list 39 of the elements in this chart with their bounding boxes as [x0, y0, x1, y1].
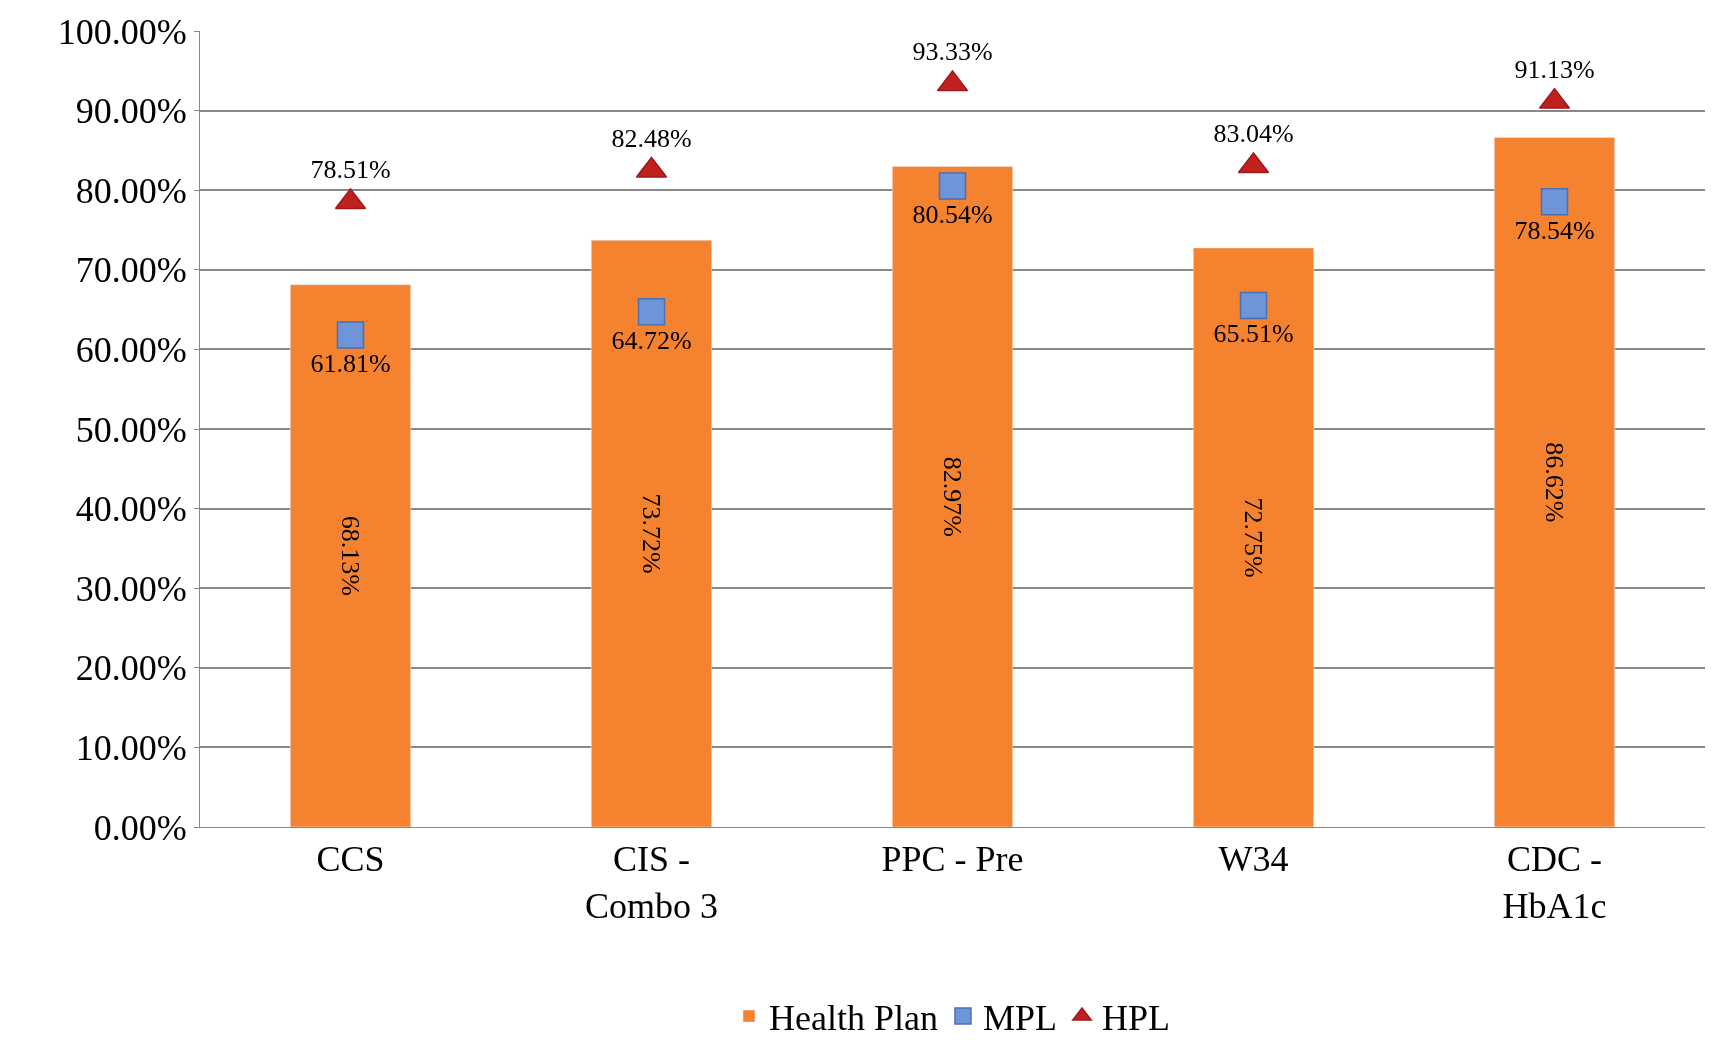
bar	[290, 284, 411, 827]
data-label: 78.54%	[1514, 215, 1595, 245]
data-label: 83.04%	[1213, 119, 1294, 149]
y-tick-label: 60.00%	[75, 330, 187, 370]
x-tick-label: CDC - HbA1c	[1502, 839, 1607, 926]
legend-label: HPL	[1102, 998, 1171, 1039]
y-tick-label: 0.00%	[93, 807, 187, 848]
data-label: 72.75%	[1239, 497, 1268, 578]
y-tick-label: 80.00%	[75, 170, 187, 211]
data-label: 78.51%	[310, 155, 391, 185]
x-tick-label: PPC - Pre	[881, 839, 1024, 880]
x-tick-label: CCS	[316, 839, 385, 880]
bar	[1494, 137, 1615, 827]
x-tick-label: CIS - Combo 3	[584, 839, 719, 926]
y-tick-label: 90.00%	[75, 91, 187, 132]
data-label: 82.97%	[938, 456, 967, 537]
data-label: 93.33%	[912, 37, 993, 67]
data-label: 80.54%	[912, 199, 993, 229]
legend-label: Health Plan	[769, 998, 938, 1039]
y-tick-label: 40.00%	[75, 489, 187, 530]
bar	[1193, 247, 1314, 827]
bar	[591, 239, 712, 827]
y-tick-label: 100.00%	[57, 11, 187, 52]
data-label: 64.72%	[611, 325, 692, 355]
x-tick-label: W34	[1218, 839, 1289, 880]
bar	[892, 166, 1013, 827]
legend-label: MPL	[982, 998, 1057, 1039]
y-tick-label: 50.00%	[75, 409, 187, 450]
data-label: 86.62%	[1540, 442, 1569, 523]
y-tick-label: 10.00%	[75, 728, 187, 768]
data-label: 68.13%	[336, 515, 365, 596]
y-tick-label: 30.00%	[75, 568, 187, 609]
data-label: 91.13%	[1514, 54, 1595, 84]
y-tick-label: 20.00%	[75, 648, 187, 689]
data-label: 61.81%	[310, 348, 391, 378]
y-tick-label: 70.00%	[75, 250, 187, 291]
data-label: 82.48%	[611, 123, 692, 153]
data-label: 65.51%	[1213, 319, 1294, 349]
data-label: 73.72%	[637, 493, 666, 574]
